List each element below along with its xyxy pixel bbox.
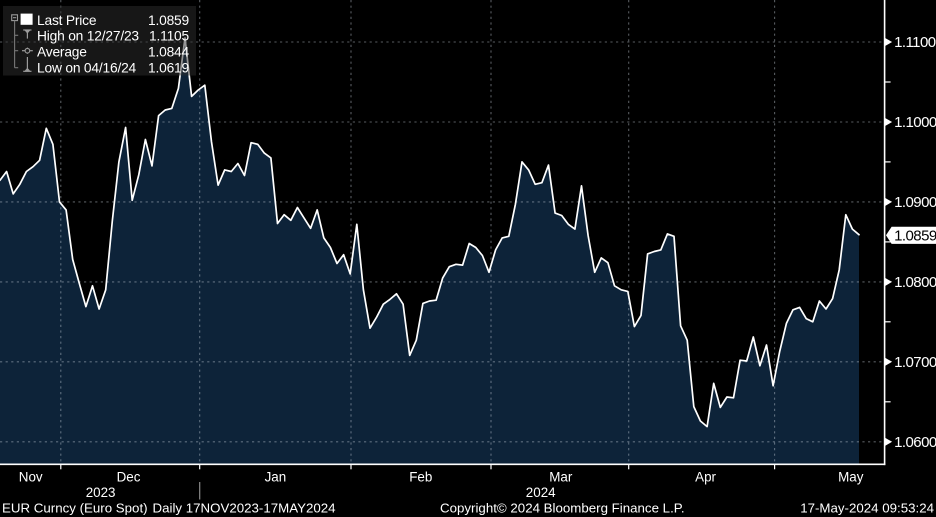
- svg-text:2023: 2023: [86, 485, 116, 500]
- svg-text:EUR Curncy (Euro Spot): EUR Curncy (Euro Spot): [2, 501, 148, 516]
- svg-text:May: May: [838, 470, 864, 485]
- svg-text:Average: Average: [37, 44, 87, 59]
- svg-text:Apr: Apr: [695, 470, 716, 485]
- svg-text:Jan: Jan: [265, 470, 287, 485]
- svg-text:High on 12/27/23: High on 12/27/23: [37, 29, 139, 44]
- svg-text:1.0859: 1.0859: [148, 13, 190, 28]
- svg-text:1.1105: 1.1105: [149, 29, 190, 44]
- svg-text:1.1100: 1.1100: [894, 34, 936, 51]
- svg-text:Low on 04/16/24: Low on 04/16/24: [37, 60, 137, 75]
- svg-text:1.0700: 1.0700: [894, 354, 936, 371]
- svg-text:Last Price: Last Price: [37, 13, 97, 28]
- svg-text:1.0844: 1.0844: [148, 44, 190, 59]
- svg-text:Daily 17NOV2023-17MAY2024: Daily 17NOV2023-17MAY2024: [153, 501, 336, 516]
- svg-text:1.0619: 1.0619: [148, 60, 190, 75]
- svg-text:1.1000: 1.1000: [894, 114, 936, 131]
- svg-text:2024: 2024: [526, 485, 556, 500]
- svg-text:Copyright© 2024 Bloomberg Fina: Copyright© 2024 Bloomberg Finance L.P.: [440, 501, 685, 516]
- svg-text:1.0859: 1.0859: [894, 227, 936, 244]
- svg-text:Mar: Mar: [549, 470, 573, 485]
- svg-text:Nov: Nov: [19, 470, 43, 485]
- svg-text:1.0600: 1.0600: [894, 434, 936, 451]
- svg-text:Feb: Feb: [409, 470, 432, 485]
- svg-text:1.0800: 1.0800: [894, 274, 936, 291]
- svg-text:17-May-2024 09:53:24: 17-May-2024 09:53:24: [800, 501, 934, 516]
- svg-text:1.0900: 1.0900: [894, 194, 936, 211]
- svg-text:Dec: Dec: [117, 470, 141, 485]
